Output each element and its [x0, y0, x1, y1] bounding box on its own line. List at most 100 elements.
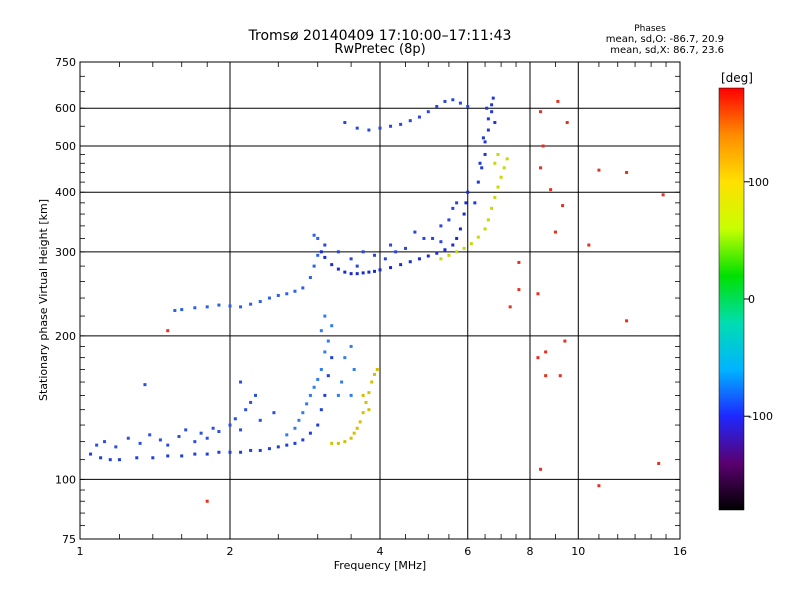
- data-point: [355, 426, 359, 430]
- data-point: [541, 144, 545, 148]
- data-point: [473, 201, 477, 205]
- data-point: [389, 124, 393, 128]
- data-point: [389, 243, 393, 247]
- data-point: [466, 190, 470, 194]
- data-point: [443, 99, 447, 103]
- data-point: [316, 253, 320, 257]
- data-point: [480, 166, 484, 170]
- data-point: [544, 374, 548, 378]
- data-point: [455, 201, 459, 205]
- data-point: [361, 250, 365, 254]
- data-point: [205, 436, 209, 440]
- data-point: [276, 293, 280, 297]
- data-point: [258, 448, 262, 452]
- x-tick-labels: 1 2 4 6 8 10 16: [77, 545, 688, 558]
- data-point: [657, 461, 661, 465]
- y-axis-label: Stationary phase Virtual Height [km]: [37, 199, 50, 401]
- data-point: [336, 250, 340, 254]
- data-point: [330, 356, 334, 360]
- data-point: [499, 175, 503, 179]
- colorbar-label: [deg]: [721, 71, 753, 85]
- data-point: [408, 119, 412, 123]
- data-point: [490, 206, 494, 210]
- data-point: [308, 276, 312, 280]
- data-point: [319, 250, 323, 254]
- data-point: [148, 433, 152, 437]
- data-point: [193, 306, 197, 310]
- data-point: [228, 450, 232, 454]
- data-point: [417, 257, 421, 261]
- data-point: [597, 168, 601, 172]
- data-point: [217, 450, 221, 454]
- data-point: [370, 380, 374, 384]
- data-point: [373, 269, 377, 273]
- data-point: [336, 393, 340, 397]
- data-point: [114, 445, 118, 449]
- y-tick-labels: 75 100 200 300 400 500 600 750: [55, 56, 76, 546]
- data-point: [343, 356, 347, 360]
- data-point: [549, 188, 553, 192]
- data-point: [326, 374, 330, 378]
- data-point: [558, 374, 562, 378]
- data-point: [439, 257, 443, 261]
- data-point: [336, 441, 340, 445]
- data-point: [308, 431, 312, 435]
- data-point: [451, 243, 455, 247]
- data-point: [451, 206, 455, 210]
- data-point: [458, 227, 462, 231]
- data-point: [343, 270, 347, 274]
- data-point: [297, 418, 301, 422]
- data-point: [184, 428, 188, 432]
- data-point: [166, 329, 170, 333]
- data-point: [143, 383, 147, 387]
- data-point: [211, 426, 215, 430]
- data-point: [508, 305, 512, 309]
- data-point: [108, 458, 112, 462]
- data-point: [305, 402, 309, 406]
- minor-ticks: [80, 62, 680, 539]
- data-point: [117, 458, 121, 462]
- data-point: [193, 440, 197, 444]
- data-point: [439, 224, 443, 228]
- data-point: [417, 115, 421, 119]
- data-point: [502, 166, 506, 170]
- data-point: [490, 103, 494, 107]
- data-point: [355, 264, 359, 268]
- data-points: [89, 96, 665, 503]
- data-point: [486, 218, 490, 222]
- data-point: [496, 152, 500, 156]
- data-point: [103, 440, 107, 444]
- data-point: [193, 452, 197, 456]
- data-point: [426, 254, 430, 258]
- data-point: [233, 417, 237, 421]
- y-tick-label: 75: [62, 533, 76, 546]
- data-point: [458, 101, 462, 105]
- data-point: [481, 136, 485, 140]
- data-point: [316, 377, 320, 381]
- data-point: [205, 452, 209, 456]
- data-point: [272, 411, 276, 415]
- data-point: [228, 423, 232, 427]
- data-point: [455, 236, 459, 240]
- data-point: [323, 393, 327, 397]
- data-point: [249, 302, 253, 306]
- data-point: [364, 400, 368, 404]
- data-point: [517, 288, 521, 292]
- data-point: [469, 242, 473, 246]
- colorbar-tick-label: -100: [748, 410, 773, 423]
- data-point: [493, 121, 497, 125]
- data-point: [323, 314, 327, 318]
- data-point: [349, 344, 353, 348]
- data-point: [394, 250, 398, 254]
- data-point: [536, 292, 540, 296]
- data-point: [239, 450, 243, 454]
- data-point: [239, 305, 243, 309]
- data-point: [173, 308, 177, 312]
- data-point: [462, 212, 466, 216]
- data-point: [536, 356, 540, 360]
- data-point: [312, 385, 316, 389]
- data-point: [367, 408, 371, 412]
- data-point: [301, 411, 305, 415]
- data-point: [587, 243, 591, 247]
- data-point: [258, 300, 262, 304]
